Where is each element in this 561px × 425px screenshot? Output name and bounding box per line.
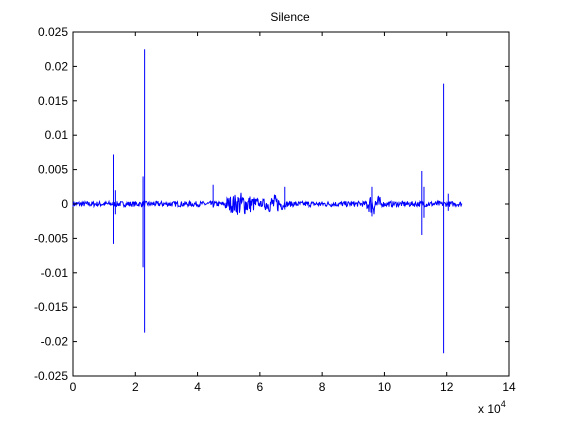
- y-tick-label: -0.02: [41, 335, 69, 349]
- signal-waveform: [72, 192, 463, 215]
- x-exponent-label: x 104: [478, 399, 506, 416]
- x-tick-label: 14: [502, 380, 516, 394]
- x-tick-label: 10: [378, 380, 392, 394]
- y-tick-label: -0.025: [34, 369, 68, 383]
- y-tick-label: 0.02: [45, 59, 69, 73]
- y-tick-label: 0.025: [38, 25, 68, 39]
- y-tick-label: -0.015: [34, 300, 68, 314]
- x-tick-label: 2: [132, 380, 139, 394]
- x-tick-label: 6: [257, 380, 264, 394]
- x-tick-label: 0: [70, 380, 77, 394]
- y-tick-label: 0: [61, 197, 68, 211]
- x-exponent-base: x 10: [478, 402, 501, 416]
- chart-title: Silence: [270, 10, 310, 24]
- x-exponent-power: 4: [501, 399, 506, 409]
- y-tick-label: -0.01: [41, 266, 69, 280]
- tick-layer: 0 2 4 6 8 10 12 14 0.025 0.02 0.015 0.01 0.005 0 -0.00…: [34, 25, 516, 394]
- y-tick-label: 0.015: [38, 94, 68, 108]
- signal-layer: [72, 49, 463, 354]
- y-tick-label: 0.01: [45, 128, 69, 142]
- x-tick-label: 12: [440, 380, 454, 394]
- x-tick-label: 8: [319, 380, 326, 394]
- y-tick-label: 0.005: [38, 163, 68, 177]
- y-tick-label: -0.005: [34, 231, 68, 245]
- x-tick-label: 4: [194, 380, 201, 394]
